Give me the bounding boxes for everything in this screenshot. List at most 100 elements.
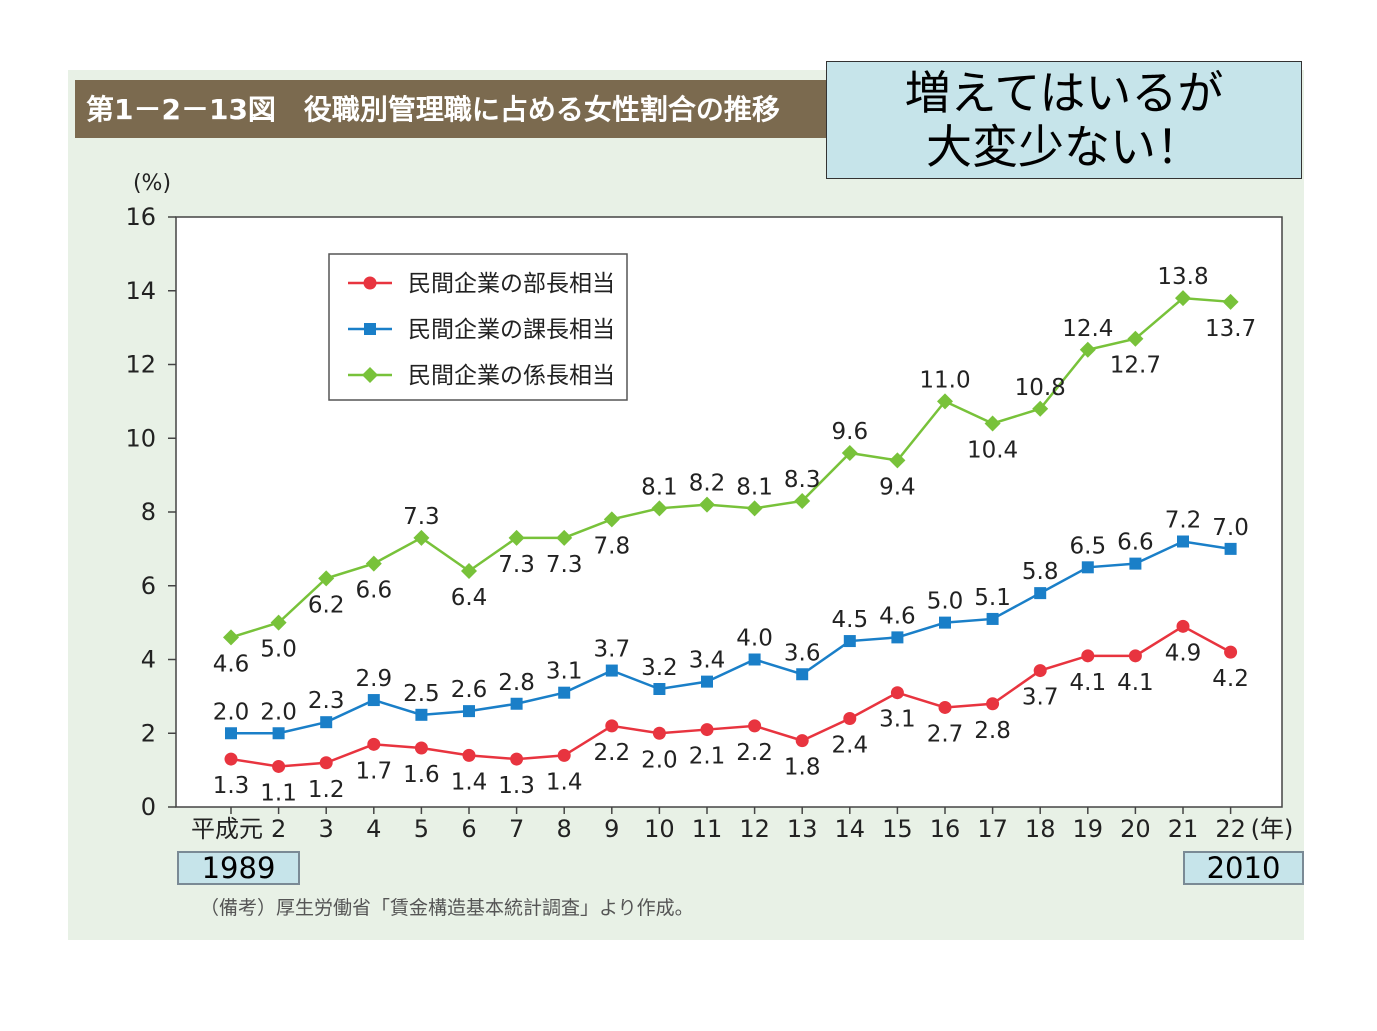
series-2: 4.6 5.0 6.2 6.6 7.3 6.4 7.3 7.3 7.8 8.1 8.2 8.1 8.3 9… [213, 264, 1256, 677]
data-label: 11.0 [919, 367, 970, 393]
data-label: 6.4 [451, 585, 488, 611]
data-label: 7.3 [403, 504, 440, 530]
x-tick-label: 2 [271, 815, 286, 843]
data-label: 2.5 [403, 681, 440, 707]
data-point [605, 664, 618, 677]
data-point [461, 563, 477, 579]
y-tick-label: 4 [141, 646, 156, 674]
data-point [891, 631, 904, 644]
data-point [510, 752, 524, 766]
data-label: 3.6 [784, 640, 821, 666]
data-label: 12.7 [1110, 353, 1161, 379]
y-tick-label: 12 [125, 351, 156, 379]
series-1: 2.0 2.0 2.3 2.9 2.5 2.6 2.8 3.1 3.7 3.2 3.4 4.0 3.6 4… [213, 508, 1249, 740]
data-point [937, 393, 953, 410]
data-point [558, 686, 571, 699]
data-label: 1.4 [451, 769, 488, 795]
data-label: 7.3 [498, 552, 535, 578]
data-label: 4.6 [879, 603, 916, 629]
data-point [748, 653, 761, 666]
data-label: 6.5 [1070, 533, 1107, 559]
data-label: 6.6 [1117, 530, 1154, 556]
data-point [272, 759, 286, 773]
data-label: 2.1 [689, 744, 726, 770]
data-label: 1.3 [498, 773, 535, 799]
data-point [225, 727, 237, 740]
data-label: 7.2 [1165, 508, 1202, 534]
data-point [319, 756, 333, 770]
data-point [320, 716, 333, 729]
y-axis-unit-label: (%) [133, 171, 171, 196]
data-point [1127, 330, 1144, 347]
x-tick-label: 4 [366, 815, 381, 843]
x-tick-label: 20 [1120, 815, 1151, 843]
y-axis: 0 2 4 6 8 10 12 14 16 [125, 203, 176, 821]
data-label: 5.0 [260, 637, 297, 663]
data-point [270, 614, 287, 631]
x-tick-label: 11 [692, 815, 723, 843]
x-axis: 平成元 2 3 4 5 6 7 8 9 10 11 12 13 14 15 16 17 18 19 20 21 22 [191, 807, 1246, 843]
data-point [841, 445, 858, 461]
data-point [889, 452, 906, 469]
data-point [415, 708, 428, 721]
data-point [1176, 619, 1190, 633]
data-label: 2.4 [832, 733, 869, 759]
x-tick-label: 22 [1215, 815, 1246, 843]
series-0: 1.3 1.1 1.2 1.7 1.6 1.4 1.3 1.4 2.2 2.0 2.1 2.2 1.8 2… [213, 619, 1249, 806]
data-label: 2.3 [308, 688, 345, 714]
data-label: 3.7 [1022, 685, 1059, 711]
data-label: 4.5 [832, 607, 869, 633]
data-label: 1.2 [308, 777, 345, 803]
data-point [556, 529, 573, 546]
data-point [605, 719, 619, 733]
data-label: 2.8 [974, 718, 1011, 744]
x-tick-label: 18 [1025, 815, 1056, 843]
data-label: 1.4 [546, 769, 583, 795]
data-label: 3.1 [546, 659, 583, 685]
data-label: 5.0 [927, 589, 964, 615]
data-point [699, 496, 715, 513]
y-tick-label: 2 [141, 719, 156, 747]
callout-box: 増えてはいるが 大変少ない！ [826, 61, 1302, 179]
data-point [224, 752, 238, 766]
data-label: 1.3 [213, 773, 250, 799]
data-label: 2.2 [594, 740, 631, 766]
data-point [1034, 587, 1047, 600]
data-label: 3.2 [641, 655, 678, 681]
data-point [939, 616, 951, 629]
data-label: 5.1 [974, 585, 1011, 611]
x-tick-label: 17 [977, 815, 1008, 843]
data-point [508, 529, 525, 546]
y-tick-label: 6 [141, 572, 156, 600]
data-label: 13.8 [1157, 264, 1208, 290]
legend-label: 民間企業の係長相当 [408, 363, 615, 389]
data-label: 10.4 [967, 438, 1018, 464]
data-label: 7.8 [594, 533, 631, 559]
data-point [413, 529, 430, 546]
data-label: 3.4 [689, 648, 726, 674]
data-label: 9.4 [879, 474, 916, 500]
x-tick-label: 7 [509, 815, 524, 843]
x-axis-unit-label: (年) [1251, 815, 1294, 843]
data-label: 9.6 [832, 419, 869, 445]
data-label: 2.7 [927, 721, 964, 747]
data-point [365, 555, 382, 572]
x-tick-label: 10 [644, 815, 675, 843]
data-point [986, 697, 1000, 711]
data-label: 2.0 [260, 699, 297, 725]
data-label: 4.9 [1165, 640, 1202, 666]
data-label: 10.8 [1015, 375, 1066, 401]
y-tick-label: 14 [125, 277, 156, 305]
data-label: 4.0 [736, 626, 773, 652]
data-point [1033, 664, 1047, 678]
data-point [986, 612, 999, 625]
data-point [938, 700, 952, 714]
data-point [1128, 649, 1142, 663]
data-label: 3.1 [879, 707, 916, 733]
y-tick-label: 16 [125, 203, 156, 231]
data-point [652, 726, 666, 740]
legend-marker [363, 276, 377, 290]
series-line [230, 624, 1232, 768]
data-label: 3.7 [594, 637, 631, 663]
legend-label: 民間企業の部長相当 [408, 271, 615, 297]
